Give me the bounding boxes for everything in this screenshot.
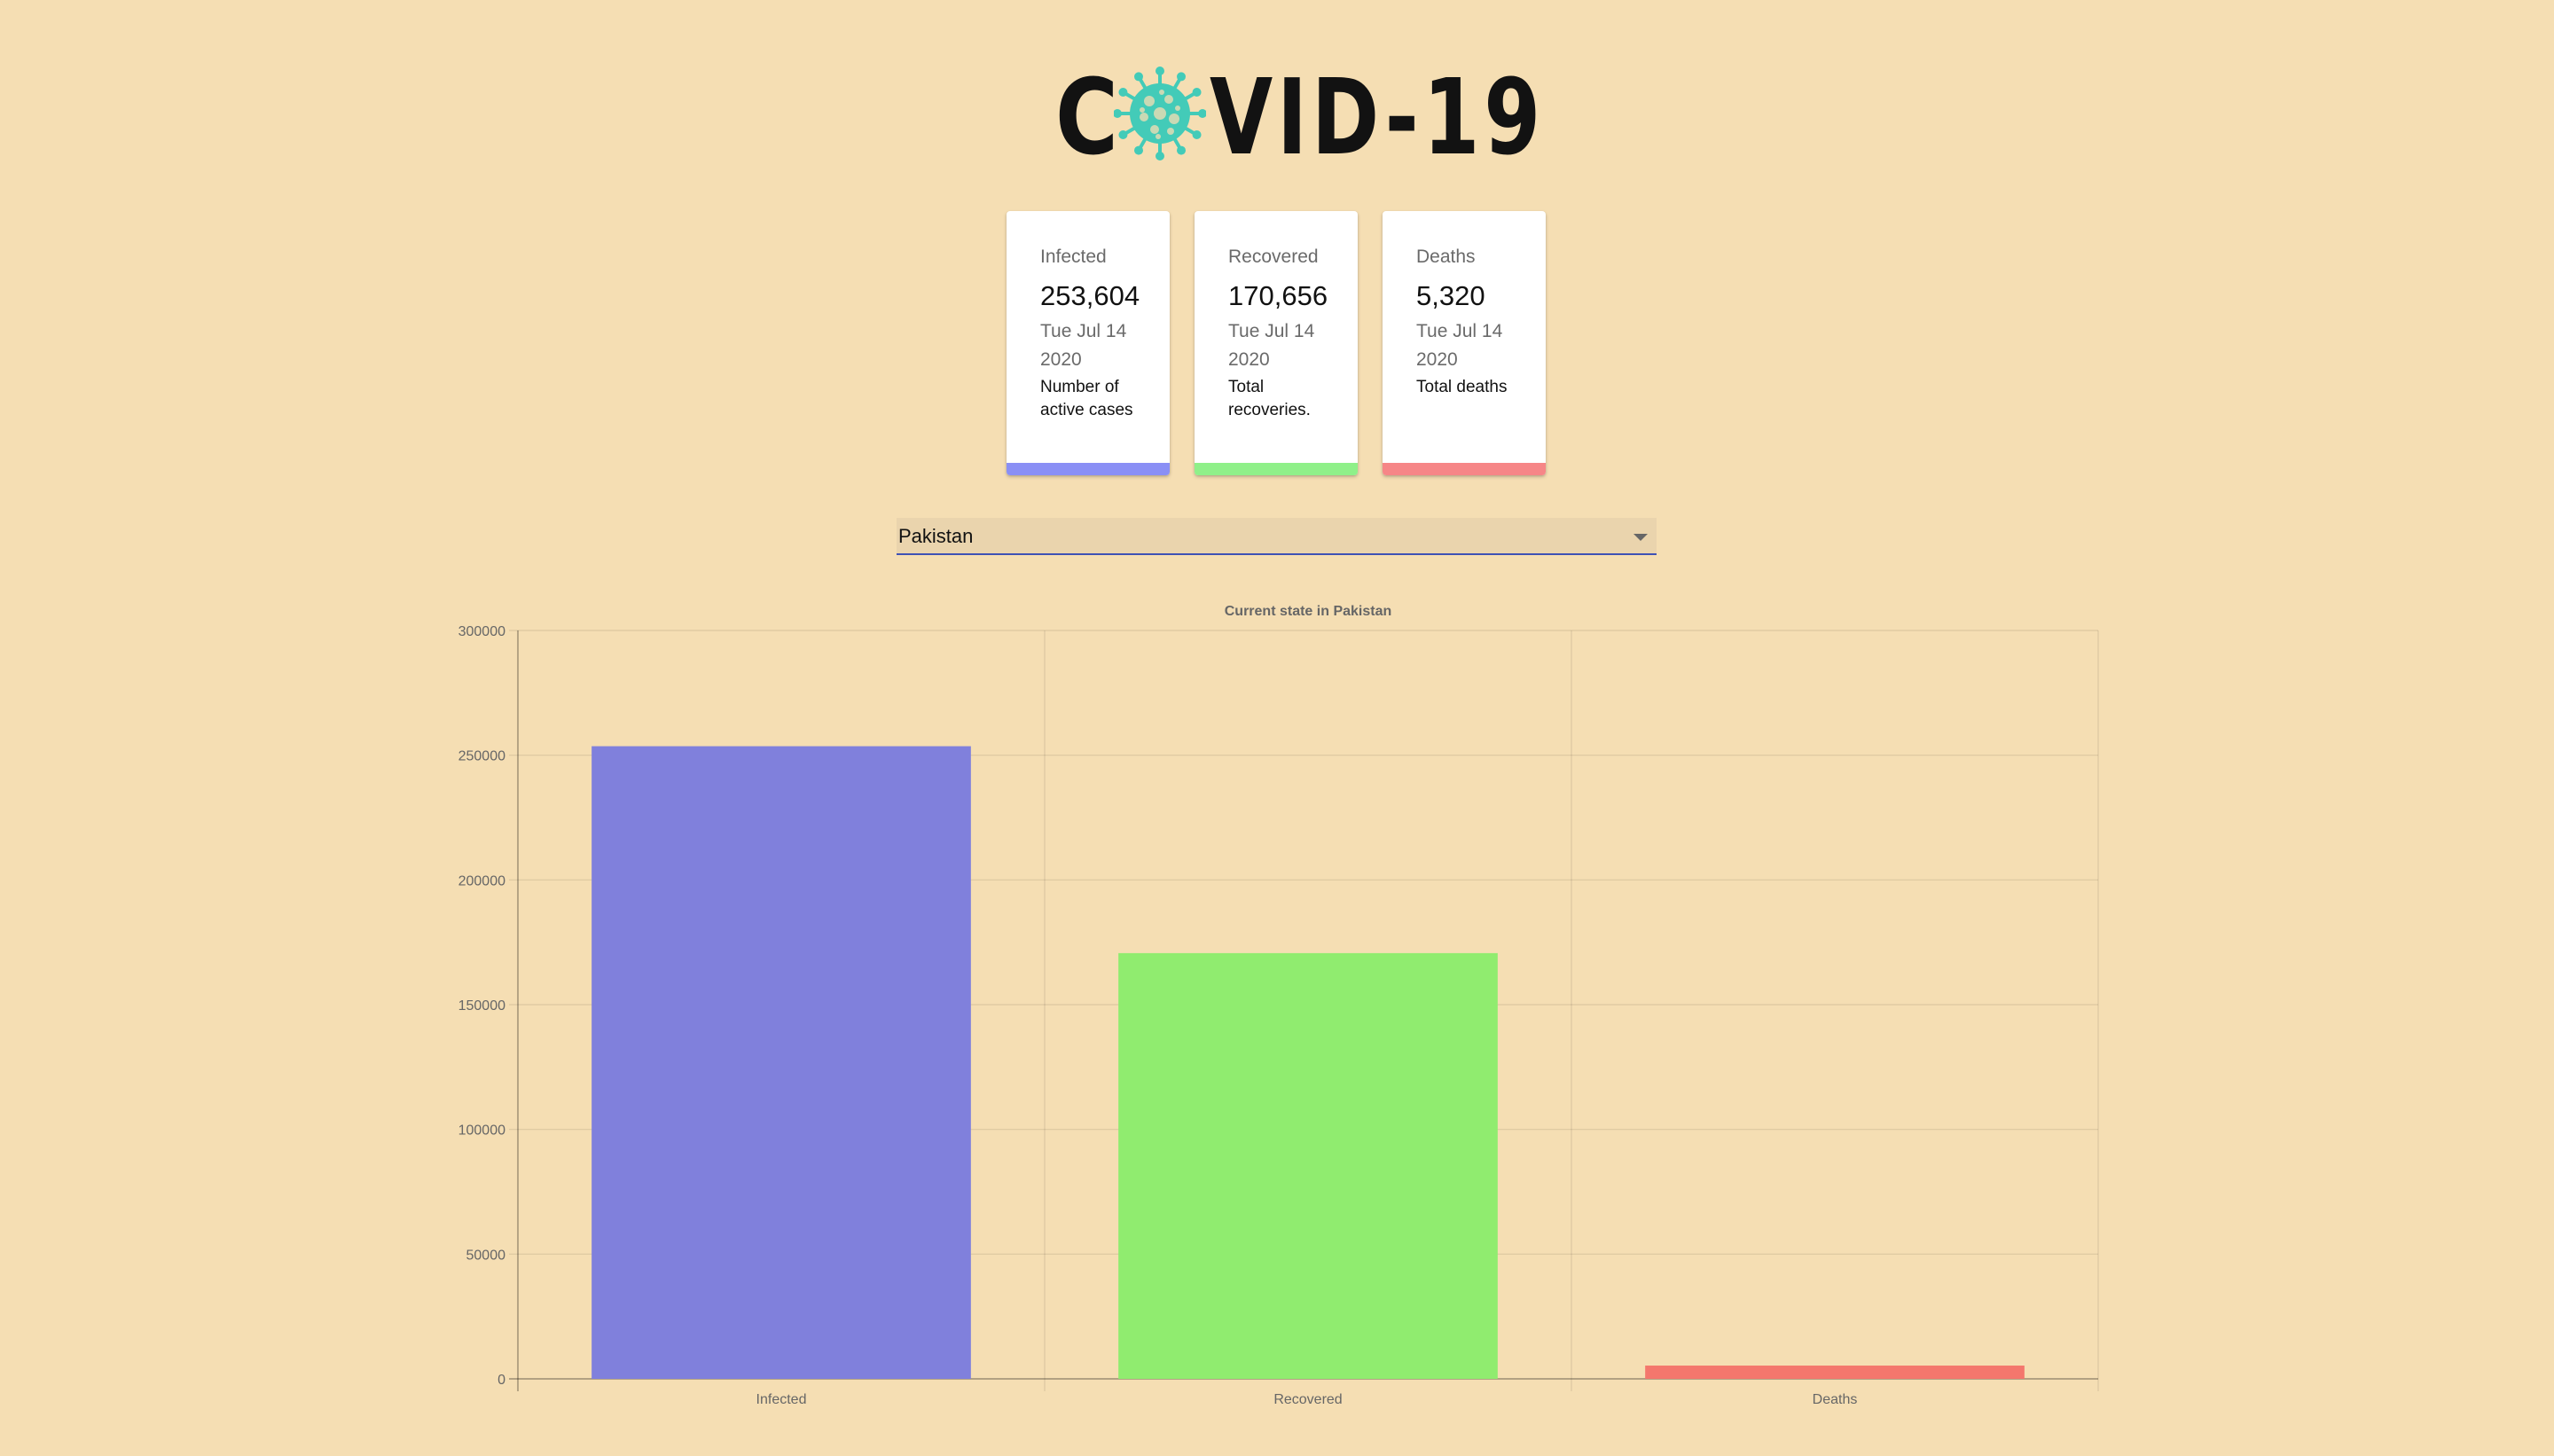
country-select[interactable]: Pakistan	[897, 518, 1657, 555]
card-recovered: Recovered 170,656 Tue Jul 14 2020 Total …	[1195, 211, 1358, 475]
covid-logo: C VID-19	[1055, 65, 1540, 169]
y-tick-label: 300000	[458, 624, 505, 639]
bar-infected	[591, 746, 971, 1379]
country-select-value: Pakistan	[898, 525, 974, 547]
y-tick-label: 200000	[458, 873, 505, 888]
bar-deaths	[1645, 1366, 2025, 1379]
y-tick-label: 100000	[458, 1123, 505, 1139]
chart-title: Current state in Pakistan	[1225, 604, 1392, 619]
card-date: Tue Jul 14 2020	[1040, 321, 1127, 370]
x-tick-label: Deaths	[1813, 1392, 1858, 1407]
card-color-bar	[1383, 463, 1546, 475]
x-tick-label: Recovered	[1273, 1392, 1342, 1407]
card-color-bar	[1195, 463, 1358, 475]
card-color-bar	[1007, 463, 1170, 475]
bar-recovered	[1118, 952, 1498, 1379]
card-title: Recovered	[1228, 247, 1319, 267]
card-count: 170,656	[1228, 280, 1328, 311]
card-infected: Infected 253,604 Tue Jul 14 2020 Number …	[1007, 211, 1170, 475]
virus-icon	[1114, 67, 1206, 160]
logo-text-vid19: VID-19	[1210, 56, 1545, 178]
card-deaths: Deaths 5,320 Tue Jul 14 2020 Total death…	[1383, 211, 1546, 475]
y-tick-label: 0	[497, 1373, 505, 1388]
card-title: Deaths	[1416, 247, 1476, 267]
dropdown-arrow-icon[interactable]	[1633, 534, 1648, 541]
y-tick-label: 150000	[458, 998, 505, 1014]
stat-cards: Infected 253,604 Tue Jul 14 2020 Number …	[1007, 211, 1546, 475]
card-date: Tue Jul 14 2020	[1416, 321, 1503, 370]
y-tick-label: 250000	[458, 749, 505, 764]
card-description: Number of active cases	[1040, 378, 1133, 419]
card-description: Total deaths	[1416, 378, 1508, 396]
card-description: Total recoveries.	[1228, 378, 1311, 419]
y-tick-label: 50000	[466, 1248, 506, 1263]
card-count: 5,320	[1416, 280, 1485, 311]
card-count: 253,604	[1040, 280, 1140, 311]
x-tick-label: Infected	[756, 1392, 807, 1407]
card-date: Tue Jul 14 2020	[1228, 321, 1315, 370]
card-title: Infected	[1040, 247, 1107, 267]
